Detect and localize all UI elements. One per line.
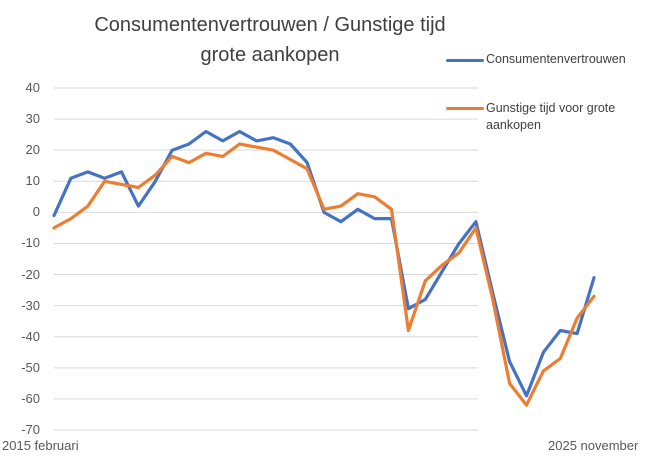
y-tick-label: 30 bbox=[25, 111, 40, 127]
y-tick-label: 20 bbox=[25, 142, 40, 158]
legend-item-consumentenvertrouwen: Consumentenvertrouwen bbox=[446, 52, 626, 66]
series-line bbox=[52, 142, 596, 407]
series-lines bbox=[52, 129, 596, 407]
legend-label: Consumentenvertrouwen bbox=[486, 52, 626, 66]
chart-title: Consumentenvertrouwen / Gunstige tijd gr… bbox=[94, 14, 446, 66]
series-line bbox=[52, 129, 596, 398]
x-end-label: 2025 november bbox=[548, 438, 639, 453]
y-tick-label: -70 bbox=[21, 422, 40, 437]
y-tick-label: 40 bbox=[25, 80, 40, 95]
y-tick-label: -60 bbox=[21, 390, 40, 406]
legend-swatch-blue bbox=[446, 59, 484, 62]
legend-label: Gunstige tijd voor grote aankopen bbox=[486, 101, 616, 132]
y-tick-label: -50 bbox=[21, 359, 40, 375]
legend-swatch-orange bbox=[446, 107, 484, 110]
y-tick-label: 10 bbox=[25, 173, 40, 189]
y-tick-label: -20 bbox=[21, 266, 40, 282]
y-tick-label: -10 bbox=[21, 235, 40, 251]
legend-item-gunstige-tijd: Gunstige tijd voor grote aankopen bbox=[446, 100, 649, 134]
x-start-label: 2015 februari bbox=[2, 438, 79, 453]
y-tick-label: -30 bbox=[21, 297, 40, 313]
y-tick-label: -40 bbox=[21, 328, 40, 344]
y-tick-label: 0 bbox=[32, 204, 40, 220]
